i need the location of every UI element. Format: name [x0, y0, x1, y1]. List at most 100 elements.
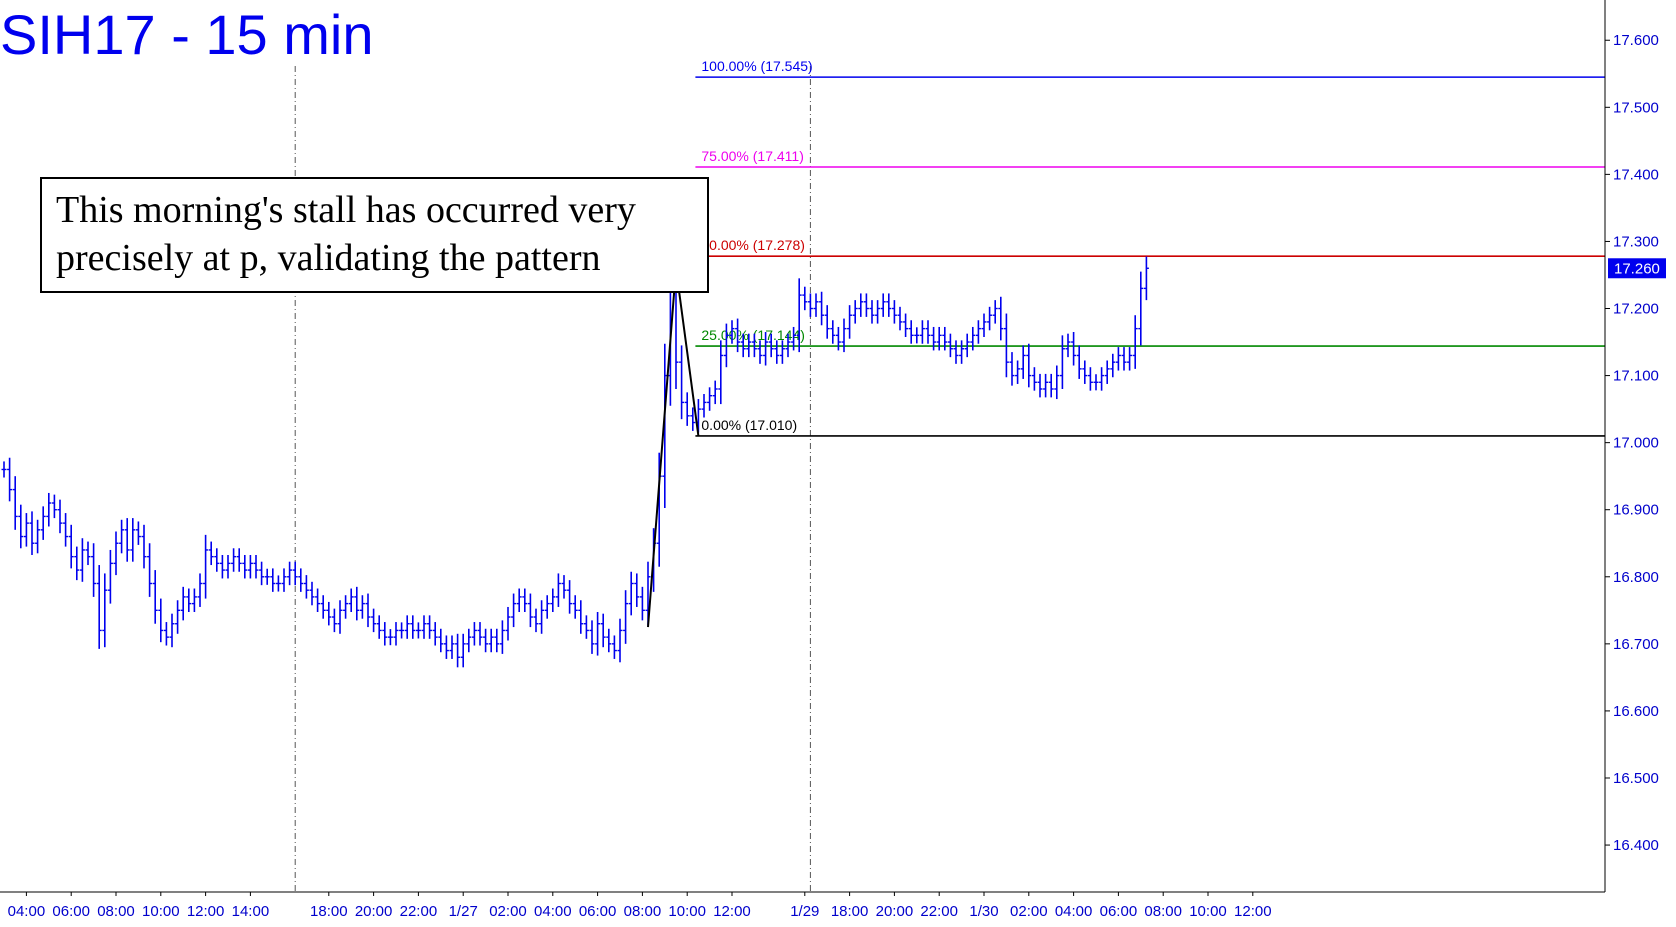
- ohlc-bar-61: [343, 595, 349, 619]
- ohlc-bar-99: [555, 573, 561, 607]
- ohlc-bar-153: [858, 293, 864, 317]
- x-tick-label-3: 10:00: [142, 903, 180, 920]
- ohlc-bar-108: [606, 628, 612, 653]
- ohlc-bar-6: [35, 519, 41, 554]
- x-tick-label-6: 18:00: [310, 903, 348, 920]
- ohlc-bar-168: [942, 326, 948, 351]
- x-tick-label-24: 08:00: [1144, 903, 1182, 920]
- ohlc-bar-2: [12, 476, 18, 530]
- ohlc-bar-192: [1076, 345, 1082, 379]
- ohlc-bar-191: [1071, 331, 1077, 366]
- ohlc-bar-52: [292, 561, 298, 586]
- ohlc-bar-181: [1015, 360, 1021, 384]
- ohlc-bar-24: [135, 521, 141, 545]
- annotation-frame: [40, 177, 709, 293]
- ohlc-bar-174: [975, 320, 981, 344]
- ohlc-bar-83: [466, 628, 472, 653]
- ohlc-bar-9: [51, 494, 57, 519]
- ohlc-bar-89: [499, 620, 505, 654]
- ohlc-bar-87: [488, 628, 494, 653]
- ohlc-bar-196: [1099, 367, 1105, 391]
- ohlc-bar-90: [505, 606, 511, 641]
- ohlc-bar-59: [331, 608, 337, 633]
- ohlc-bar-198: [1110, 353, 1116, 378]
- ohlc-bar-64: [359, 595, 365, 619]
- ohlc-bar-48: [270, 568, 276, 592]
- ohlc-bar-77: [432, 622, 438, 646]
- ohlc-bar-50: [281, 568, 287, 592]
- ohlc-bar-109: [611, 635, 617, 659]
- ohlc-bar-40: [225, 554, 231, 579]
- ohlc-bar-146: [819, 291, 825, 326]
- ohlc-bar-101: [567, 580, 573, 614]
- x-tick-label-0: 04:00: [8, 903, 46, 920]
- annotation-box: This morning's stall has occurred very p…: [40, 177, 709, 293]
- ohlc-bar-67: [376, 615, 382, 639]
- y-tick-label-12: 16.400: [1613, 837, 1659, 854]
- ohlc-bar-127: [712, 380, 718, 405]
- y-tick-label-3: 17.300: [1613, 233, 1659, 250]
- ohlc-bar-184: [1031, 367, 1037, 391]
- y-tick-label-11: 16.500: [1613, 770, 1659, 787]
- ohlc-bar-54: [303, 575, 309, 599]
- ohlc-bar-204: [1143, 256, 1149, 301]
- ohlc-bar-14: [79, 538, 85, 582]
- ohlc-bar-81: [455, 633, 461, 668]
- x-tick-label-23: 06:00: [1100, 903, 1138, 920]
- ohlc-bar-183: [1026, 343, 1032, 388]
- ohlc-bar-142: [796, 278, 802, 353]
- x-tick-label-13: 08:00: [624, 903, 662, 920]
- fib-level-label-2: 50.00% (17.278): [701, 237, 805, 253]
- ohlc-bar-114: [639, 586, 645, 621]
- session-break-lines: [294, 66, 811, 892]
- ohlc-bar-203: [1138, 271, 1144, 346]
- ohlc-bar-149: [835, 326, 841, 351]
- ohlc-bar-60: [337, 600, 343, 634]
- ohlc-bar-63: [354, 586, 360, 621]
- ohlc-bar-139: [779, 340, 785, 364]
- ohlc-bar-155: [869, 300, 875, 324]
- x-tick-label-11: 04:00: [534, 903, 572, 920]
- x-tick-label-15: 12:00: [713, 903, 751, 920]
- ohlc-bar-65: [365, 593, 371, 628]
- ohlc-bar-189: [1059, 335, 1065, 389]
- ohlc-bar-73: [410, 615, 416, 639]
- ohlc-bar-134: [751, 333, 757, 358]
- ohlc-bar-161: [903, 313, 909, 338]
- ohlc-bar-4: [23, 513, 29, 547]
- ohlc-bar-0: [1, 461, 7, 478]
- y-tick-label-8: 16.800: [1613, 569, 1659, 586]
- ohlc-bar-98: [550, 588, 556, 612]
- fibonacci-levels: 100.00% (17.545) 75.00% (17.411) 50.00% (1…: [695, 58, 1605, 437]
- ohlc-bar-38: [214, 548, 220, 572]
- ohlc-bar-57: [320, 595, 326, 619]
- ohlc-bar-30: [169, 613, 175, 648]
- ohlc-bar-26: [147, 543, 153, 597]
- ohlc-bar-97: [544, 595, 550, 619]
- ohlc-bar-15: [85, 541, 91, 566]
- ohlc-bar-123: [690, 407, 696, 431]
- ohlc-bar-27: [152, 570, 158, 624]
- ohlc-bar-69: [387, 629, 393, 646]
- ohlc-bar-165: [925, 320, 931, 344]
- ohlc-bar-45: [253, 554, 259, 579]
- x-tick-label-19: 22:00: [920, 903, 958, 920]
- ohlc-bar-131: [735, 318, 741, 353]
- x-tick-label-8: 22:00: [400, 903, 438, 920]
- ohlc-bar-199: [1115, 347, 1121, 371]
- ohlc-bar-17: [96, 565, 102, 649]
- x-tick-label-10: 02:00: [489, 903, 527, 920]
- x-tick-label-22: 04:00: [1055, 903, 1093, 920]
- ohlc-bar-200: [1121, 347, 1127, 371]
- ohlc-bar-39: [219, 554, 225, 579]
- ohlc-bar-145: [813, 293, 819, 317]
- ohlc-bar-23: [130, 518, 136, 562]
- fib-level-label-3: 25.00% (17.144): [701, 327, 805, 343]
- ohlc-bar-25: [141, 524, 147, 569]
- ohlc-bar-37: [208, 541, 214, 566]
- ohlc-bar-66: [371, 608, 377, 633]
- ohlc-bar-68: [382, 622, 388, 646]
